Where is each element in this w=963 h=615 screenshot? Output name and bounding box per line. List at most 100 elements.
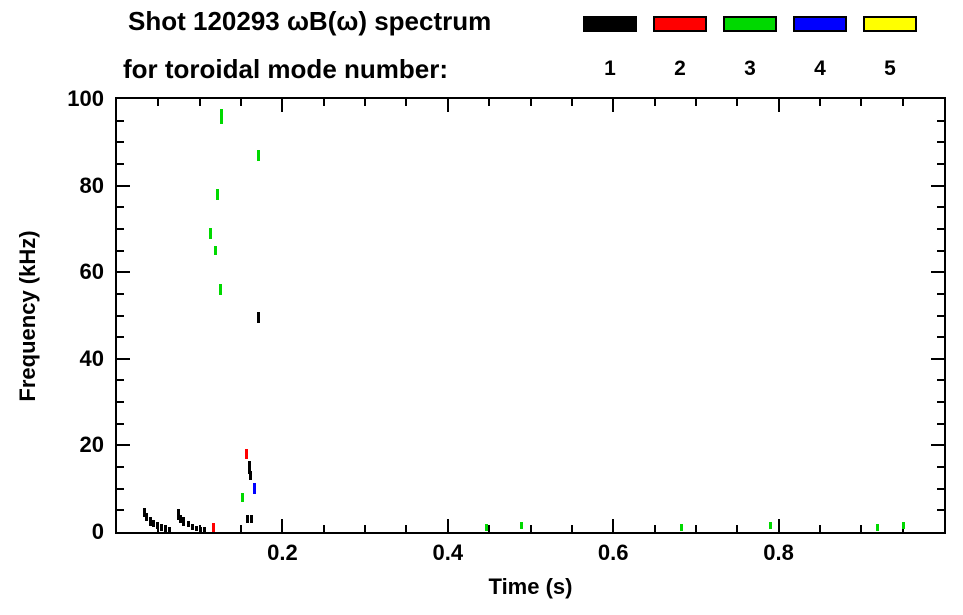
x-minor-tick [198,99,201,106]
y-minor-tick [117,466,124,469]
x-major-tick [446,519,449,532]
data-point-n=3 [256,149,260,161]
data-point-n=2 [245,448,249,460]
y-major-tick [931,184,944,187]
legend-swatch-mode-3 [723,16,777,32]
y-minor-tick [937,119,944,122]
y-minor-tick [117,509,124,512]
y-minor-tick [937,509,944,512]
data-point-n=3 [876,524,880,531]
legend-label-mode-2: 2 [674,57,686,80]
x-minor-tick [653,99,656,106]
data-point-n=3 [213,246,217,255]
y-minor-tick [117,379,124,382]
x-minor-tick [653,525,656,532]
y-minor-tick [117,314,124,317]
data-point-n=3 [680,524,684,531]
x-minor-tick [694,525,697,532]
y-minor-tick [117,227,124,230]
y-tick-label: 100 [67,86,104,111]
y-minor-tick [937,141,944,144]
data-point-n=1 [249,471,253,481]
x-minor-tick [405,99,408,106]
x-minor-tick [860,525,863,532]
x-minor-tick [322,525,325,532]
data-point-n=1 [142,508,146,517]
x-minor-tick [529,525,532,532]
y-tick-label: 0 [91,519,104,544]
y-minor-tick [937,379,944,382]
data-point-n=4 [252,483,256,495]
data-point-n=1 [160,524,164,531]
y-minor-tick [937,401,944,404]
x-axis-label: Time (s) [488,574,573,599]
x-minor-tick [488,99,491,106]
data-point-n=3 [519,522,523,529]
legend-label-mode-4: 4 [814,57,826,80]
y-axis-label: Frequency (kHz) [15,230,40,402]
data-point-n=1 [250,514,254,524]
y-tick-label: 40 [79,345,104,371]
x-major-tick [612,519,615,532]
data-point-n=1 [190,523,194,531]
x-minor-tick [736,99,739,106]
x-minor-tick [570,525,573,532]
data-point-n=1 [199,526,203,532]
x-minor-tick [488,525,491,532]
y-minor-tick [937,422,944,425]
x-minor-tick [818,99,821,106]
y-minor-tick [117,401,124,404]
y-major-tick [117,444,130,447]
y-tick-label: 80 [79,172,104,198]
plot-area [115,97,946,534]
data-point-n=1 [164,525,168,532]
x-minor-tick [240,99,243,106]
y-minor-tick [117,422,124,425]
x-minor-tick [570,99,573,106]
y-tick-label: 60 [79,259,104,285]
data-point-n=3 [241,493,245,502]
data-point-n=1 [247,460,251,474]
y-major-tick [117,357,130,360]
x-minor-tick [157,99,160,106]
x-tick-label: 0.6 [597,540,629,565]
x-major-tick [612,99,615,112]
x-minor-tick [736,525,739,532]
x-major-tick [446,99,449,112]
data-point-n=1 [145,512,149,522]
data-point-n=2 [212,523,216,532]
y-minor-tick [117,249,124,252]
x-tick-label: 0.8 [763,540,794,565]
y-minor-tick [937,336,944,339]
data-point-n=1 [186,520,190,528]
legend-swatch-mode-5 [863,16,917,32]
data-point-n=1 [151,520,155,527]
y-minor-tick [937,487,944,490]
x-minor-tick [240,525,243,532]
data-point-n=3 [219,108,223,124]
x-minor-tick [364,525,367,532]
x-minor-tick [694,99,697,106]
x-tick-label: 0.2 [267,540,298,565]
x-major-tick [281,519,284,532]
y-minor-tick [937,249,944,252]
y-major-tick [117,271,130,274]
x-minor-tick [818,525,821,532]
y-minor-tick [937,314,944,317]
x-minor-tick [364,99,367,106]
y-tick-label: 20 [79,432,104,458]
legend-label-mode-3: 3 [744,57,756,80]
y-minor-tick [937,227,944,230]
y-major-tick [117,184,130,187]
data-point-n=3 [901,522,905,529]
data-point-n=3 [215,188,219,200]
data-point-n=3 [208,227,212,239]
data-point-n=1 [246,514,250,524]
data-point-n=1 [148,516,152,526]
data-point-n=1 [194,525,198,532]
y-minor-tick [117,292,124,295]
x-minor-tick [405,525,408,532]
y-minor-tick [117,487,124,490]
legend-caption: for toroidal mode number: [123,54,448,84]
data-point-n=1 [179,514,183,524]
